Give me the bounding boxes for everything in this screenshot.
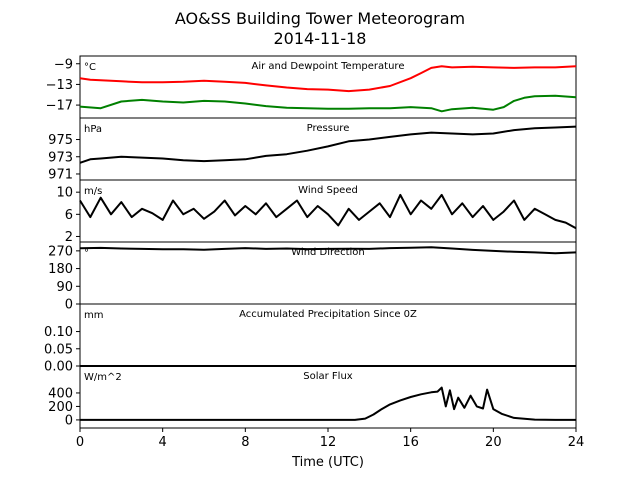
panel-0: −9 −13 −17 °C Air and Dewpoint Temperature xyxy=(46,55,577,119)
series-line-1 xyxy=(79,94,577,113)
y-tick-label: 10 xyxy=(56,186,73,201)
x-axis-label: Time (UTC) xyxy=(291,455,364,470)
y-tick-label: 0 xyxy=(65,298,73,313)
series-line-0 xyxy=(79,193,577,230)
series-line-0 xyxy=(79,65,577,93)
panel-unit-label: mm xyxy=(84,310,103,321)
y-tick-label: 400 xyxy=(48,386,73,401)
x-tick-label: 4 xyxy=(159,435,167,450)
x-tick-label: 20 xyxy=(485,435,502,450)
panel-unit-label: °C xyxy=(84,62,96,73)
panel-unit-label: m/s xyxy=(84,186,102,197)
y-tick-label: 90 xyxy=(56,280,73,295)
y-tick-label: 0.00 xyxy=(44,360,73,375)
panel-unit-label: hPa xyxy=(84,124,102,135)
series-line-0 xyxy=(79,246,577,255)
panel-4: 0.10 0.05 0.00 mm Accumulated Precipitation … xyxy=(44,303,577,375)
y-tick-label: 200 xyxy=(48,400,73,415)
y-tick-label: −13 xyxy=(46,78,73,93)
y-tick-label: 6 xyxy=(65,208,73,223)
panel-title-label: Wind Direction xyxy=(291,247,365,258)
y-tick-label: 270 xyxy=(48,244,73,259)
x-tick-label: 16 xyxy=(402,435,419,450)
x-tick-label: 0 xyxy=(76,435,84,450)
panels-group: −9 −13 −17 °C Air and Dewpoint Temperature 97… xyxy=(44,55,585,450)
panel-1: 975 973 971 hPa Pressure xyxy=(48,117,577,182)
series-line-0 xyxy=(80,386,576,421)
chart-subtitle: 2014-11-18 xyxy=(274,29,367,48)
panel-2: 10 6 2 m/s Wind Speed xyxy=(56,179,577,245)
panel-title-label: Pressure xyxy=(307,123,350,134)
y-tick-label: 973 xyxy=(48,150,73,165)
x-tick-label: 8 xyxy=(241,435,249,450)
panel-unit-label: W/m^2 xyxy=(84,372,122,383)
y-tick-label: 180 xyxy=(48,262,73,277)
panel-title-label: Wind Speed xyxy=(298,185,358,196)
y-tick-label: 0 xyxy=(65,413,73,428)
y-tick-label: 975 xyxy=(48,133,73,148)
panel-title-label: Solar Flux xyxy=(303,371,353,382)
y-tick-label: −9 xyxy=(54,57,73,72)
y-tick-label: 971 xyxy=(48,167,73,182)
panel-title-label: Air and Dewpoint Temperature xyxy=(252,61,405,72)
y-tick-label: 0.05 xyxy=(44,342,73,357)
y-tick-label: 0.10 xyxy=(44,325,73,340)
y-tick-label: −17 xyxy=(46,99,73,114)
x-tick-label: 24 xyxy=(568,435,585,450)
x-tick-label: 12 xyxy=(320,435,337,450)
series-line-0 xyxy=(79,125,577,164)
y-tick-label: 2 xyxy=(65,230,73,245)
panel-title-label: Accumulated Precipitation Since 0Z xyxy=(239,309,417,320)
panel-3: 270 180 90 0 ° Wind Direction xyxy=(48,241,577,313)
panel-unit-label: ° xyxy=(84,248,89,259)
chart-title: AO&SS Building Tower Meteorogram xyxy=(175,9,465,28)
